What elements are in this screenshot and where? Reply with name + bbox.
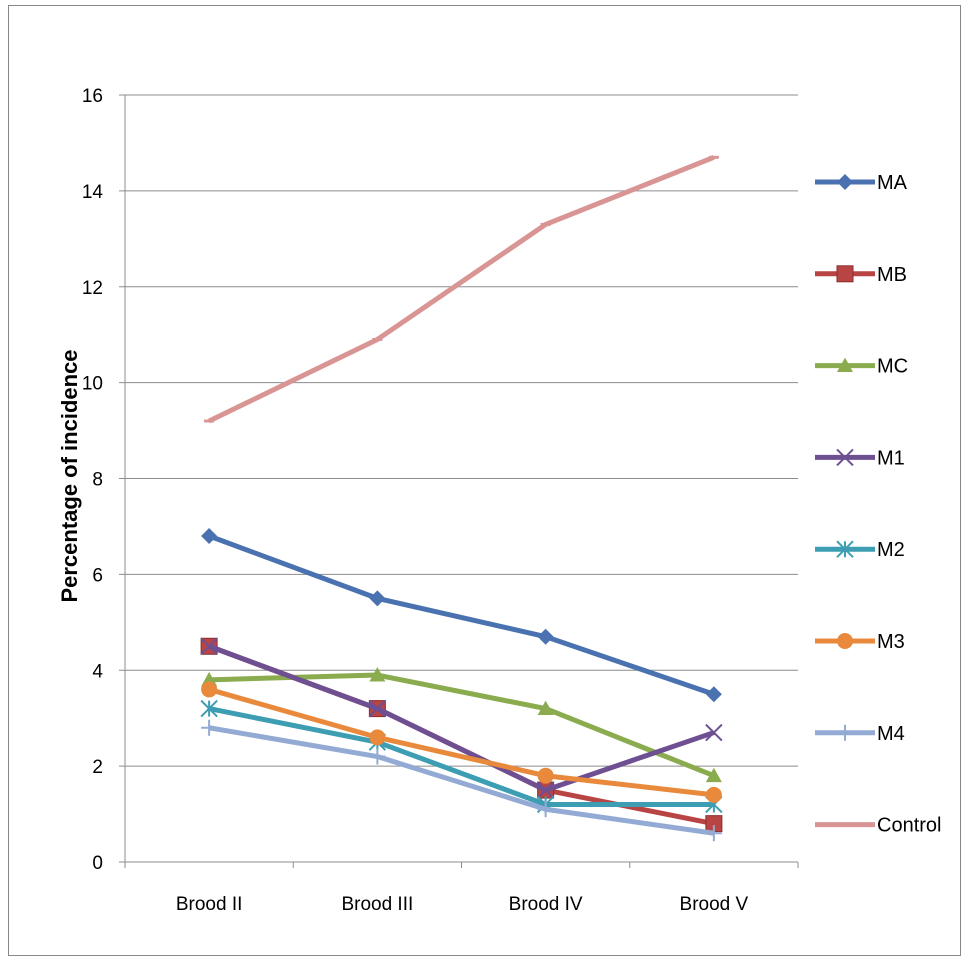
x-tick-label: Brood III bbox=[341, 894, 413, 915]
data-point bbox=[369, 667, 386, 682]
y-tick-label: 2 bbox=[92, 757, 103, 778]
data-point bbox=[537, 767, 554, 784]
series-line bbox=[208, 687, 715, 798]
legend-item: MC bbox=[815, 356, 908, 378]
data-point bbox=[705, 723, 723, 742]
data-point bbox=[705, 686, 722, 703]
data-point bbox=[201, 719, 218, 736]
data-point bbox=[369, 729, 386, 746]
data-point bbox=[368, 699, 387, 718]
data-point bbox=[537, 628, 554, 645]
y-tick-label: 14 bbox=[82, 182, 104, 203]
data-point bbox=[837, 357, 853, 372]
legend-label: M1 bbox=[877, 447, 905, 469]
data-point bbox=[836, 540, 854, 558]
y-tick-label: 4 bbox=[92, 661, 103, 682]
data-point bbox=[537, 801, 554, 818]
legend-item: M1 bbox=[815, 447, 905, 469]
data-point bbox=[537, 700, 554, 715]
legend-label: M2 bbox=[877, 539, 905, 561]
data-point bbox=[369, 590, 386, 607]
data-point bbox=[837, 724, 853, 741]
series-ma bbox=[201, 528, 722, 703]
data-point bbox=[200, 699, 218, 718]
data-point bbox=[705, 767, 722, 783]
data-point bbox=[201, 681, 218, 698]
legend: MA MB MC M1 M2 M3 M4 Control bbox=[815, 172, 941, 837]
legend-item: Control bbox=[815, 815, 941, 837]
data-point bbox=[705, 825, 722, 842]
legend-label: M4 bbox=[877, 723, 905, 745]
gridlines bbox=[125, 94, 798, 767]
series-m1 bbox=[200, 637, 723, 799]
axes bbox=[119, 94, 799, 868]
data-point bbox=[200, 637, 218, 655]
data-point bbox=[837, 174, 853, 190]
legend-label: M3 bbox=[877, 631, 905, 653]
series-control bbox=[204, 154, 719, 424]
data-point bbox=[201, 528, 218, 545]
y-tick-label: 16 bbox=[82, 86, 103, 107]
legend-item: M2 bbox=[815, 539, 905, 561]
series-line bbox=[208, 643, 715, 793]
data-point bbox=[536, 781, 555, 799]
series-lines bbox=[200, 154, 723, 842]
chart-area: 0 2 4 6 8 10 12 14 16 Brood II Brood III Brood IV B… bbox=[8, 5, 961, 956]
legend-item: MB bbox=[815, 264, 907, 286]
data-point bbox=[705, 786, 722, 803]
series-line bbox=[208, 725, 715, 836]
legend-label: MB bbox=[877, 264, 907, 286]
y-tick-label: 6 bbox=[92, 565, 103, 586]
y-tick-label: 12 bbox=[82, 278, 103, 299]
data-point bbox=[836, 265, 854, 283]
legend-item: M3 bbox=[815, 631, 905, 653]
x-tick-label: Brood V bbox=[680, 894, 749, 915]
y-tick-label: 8 bbox=[92, 470, 103, 491]
y-tick-label: 0 bbox=[92, 853, 103, 874]
y-axis-label: Percentage of incidence bbox=[57, 349, 82, 602]
y-axis-ticks: 0 2 4 6 8 10 12 14 16 bbox=[82, 86, 104, 874]
legend-item: M4 bbox=[815, 723, 905, 745]
series-line bbox=[208, 533, 715, 697]
series-line bbox=[208, 154, 715, 424]
data-point bbox=[369, 748, 386, 765]
x-tick-label: Brood IV bbox=[509, 894, 583, 915]
series-m4 bbox=[201, 719, 722, 842]
legend-label: Control bbox=[877, 815, 941, 837]
data-point bbox=[837, 633, 853, 649]
y-tick-label: 10 bbox=[82, 374, 103, 395]
legend-label: MA bbox=[877, 172, 908, 194]
data-point bbox=[836, 448, 854, 467]
x-axis-ticks: Brood II Brood III Brood IV Brood V bbox=[176, 894, 749, 915]
legend-label: MC bbox=[877, 356, 908, 378]
x-tick-label: Brood II bbox=[176, 894, 243, 915]
legend-item: MA bbox=[815, 172, 908, 194]
series-m3 bbox=[201, 681, 722, 803]
series-line bbox=[208, 706, 714, 807]
